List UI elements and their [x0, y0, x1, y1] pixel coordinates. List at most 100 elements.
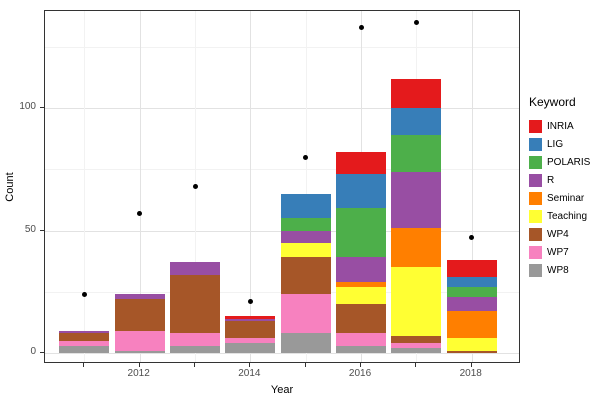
bar-segment-POLARIS-2015: [280, 218, 331, 231]
x-tick-mark: [194, 363, 195, 367]
bar-segment-Teaching-2018: [446, 338, 497, 351]
point-2012: [137, 210, 143, 216]
bar-segment-Seminar-2017: [391, 228, 442, 268]
legend-item-label: POLARIS: [547, 156, 591, 168]
x-tick-label: 2014: [238, 368, 261, 379]
legend-item-label: R: [547, 174, 555, 186]
bar-segment-INRIA-2014: [225, 316, 276, 319]
x-tick-label: 2012: [127, 368, 150, 379]
bar-segment-Teaching-2016: [336, 286, 387, 304]
legend-item-LIG: LIG: [529, 135, 599, 153]
legend-key-POLARIS-swatch: [529, 155, 542, 169]
legend: Keyword INRIA LIG POLARIS R Seminar Teaching W…: [529, 95, 599, 279]
bar-segment-WP8-2014: [225, 343, 276, 353]
bar-segment-LIG-2018: [446, 277, 497, 287]
legend-item-label: INRIA: [547, 120, 574, 132]
gridline-minor-x: [84, 11, 86, 362]
bar-segment-WP4-2018: [446, 350, 497, 353]
bar-segment-WP7-2015: [280, 294, 331, 334]
bar-segment-WP4-2016: [336, 304, 387, 334]
point-2017: [413, 19, 419, 25]
x-tick-mark: [415, 363, 417, 367]
y-tick-label: 50: [24, 223, 36, 235]
bar-segment-R-2015: [280, 230, 331, 243]
legend-item-label: Teaching: [547, 210, 588, 222]
legend-key-INRIA-swatch: [529, 119, 542, 133]
legend-item-label: Seminar: [547, 192, 585, 204]
bar-segment-R-2014: [225, 318, 276, 322]
bar-segment-Teaching-2015: [280, 242, 331, 258]
legend-item-WP4: WP4: [529, 225, 599, 243]
legend-item-Teaching: Teaching: [529, 207, 599, 225]
point-2016: [358, 24, 364, 30]
bar-segment-R-2016: [336, 257, 387, 282]
bar-segment-WP4-2012: [114, 299, 165, 331]
bar-segment-WP4-2015: [280, 257, 331, 295]
y-tick-label: 0: [30, 346, 36, 357]
gridline-minor-y: [45, 169, 519, 171]
bar-segment-WP8-2016: [336, 345, 387, 353]
legend-key-LIG-swatch: [529, 137, 542, 151]
point-2018: [469, 235, 475, 241]
y-axis-title: Count: [4, 172, 16, 202]
x-tick-mark: [138, 363, 140, 367]
bar-segment-WP7-2012: [114, 330, 165, 351]
legend-key-R-swatch: [529, 173, 542, 187]
x-tick-label: 2018: [459, 368, 482, 379]
legend-item-label: WP4: [547, 228, 569, 240]
bar-segment-LIG-2016: [336, 174, 387, 209]
bar-segment-WP7-2013: [170, 333, 220, 346]
bar-segment-R-2013: [170, 262, 220, 275]
gridline-minor-y: [45, 46, 519, 48]
bar-segment-R-2017: [391, 171, 442, 229]
bar-segment-WP4-2011: [59, 333, 110, 341]
y-tick-mark: [40, 352, 44, 353]
bar-segment-WP4-2013: [170, 274, 220, 334]
bar-segment-R-2011: [59, 330, 110, 334]
legend-item-label: WP7: [547, 246, 569, 258]
bar-segment-POLARIS-2017: [391, 134, 442, 172]
legend-key-Seminar-swatch: [529, 191, 542, 205]
point-2013: [192, 183, 198, 189]
legend-key-WP8-swatch: [529, 263, 542, 277]
bar-segment-R-2012: [114, 294, 165, 300]
x-tick-mark: [304, 363, 306, 367]
x-tick-mark: [249, 363, 251, 367]
legend-key-Teaching-swatch: [529, 209, 542, 223]
legend-key-WP4-swatch: [529, 227, 542, 241]
legend-item-Seminar: Seminar: [529, 189, 599, 207]
y-tick-label: 100: [19, 101, 36, 112]
legend-item-R: R: [529, 171, 599, 189]
bar-segment-WP8-2013: [170, 345, 220, 353]
chart-panel: [44, 10, 520, 363]
gridline-major-y: [45, 108, 519, 109]
x-tick-label: 2016: [348, 368, 372, 379]
bar-segment-INRIA-2017: [391, 78, 442, 108]
point-2011: [81, 291, 87, 297]
legend-item-WP7: WP7: [529, 243, 599, 261]
bar-segment-POLARIS-2016: [336, 208, 387, 258]
x-tick-mark: [470, 363, 472, 367]
gridline-major-x: [471, 11, 473, 362]
legend-item-label: WP8: [547, 264, 569, 276]
bar-segment-WP8-2015: [280, 333, 331, 353]
point-2014: [247, 299, 253, 305]
bar-segment-Seminar-2018: [446, 311, 497, 339]
bar-segment-R-2018: [446, 296, 497, 312]
bar-segment-WP7-2017: [391, 343, 442, 349]
bar-segment-LIG-2015: [280, 193, 331, 219]
bar-segment-WP8-2012: [114, 350, 165, 353]
gridline-major-y: [45, 353, 519, 354]
point-2015: [303, 154, 309, 160]
bar-segment-POLARIS-2018: [446, 286, 497, 297]
x-tick-mark: [360, 363, 362, 367]
gridline-major-x: [250, 11, 252, 362]
bar-segment-WP7-2016: [336, 333, 387, 346]
gridline-minor-x: [305, 11, 307, 362]
legend-item-POLARIS: POLARIS: [529, 153, 599, 171]
bar-segment-WP7-2014: [225, 338, 276, 344]
bar-segment-LIG-2017: [391, 108, 442, 135]
bar-segment-WP4-2014: [225, 321, 276, 339]
bar-segment-INRIA-2018: [446, 259, 497, 278]
